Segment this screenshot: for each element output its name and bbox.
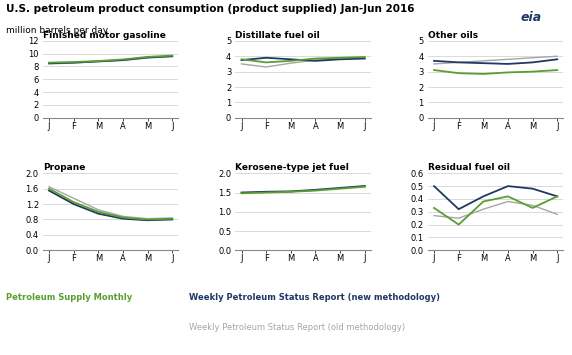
Text: Propane: Propane	[43, 164, 85, 173]
Text: million barrels per day: million barrels per day	[6, 26, 108, 34]
Text: Kerosene-type jet fuel: Kerosene-type jet fuel	[236, 164, 349, 173]
Text: eia: eia	[521, 11, 542, 24]
Text: Weekly Petroleum Status Report (new methodology): Weekly Petroleum Status Report (new meth…	[189, 293, 440, 302]
Text: Residual fuel oil: Residual fuel oil	[428, 164, 510, 173]
Text: Finished motor gasoline: Finished motor gasoline	[43, 31, 166, 40]
Text: U.S. petroleum product consumption (product supplied) Jan-Jun 2016: U.S. petroleum product consumption (prod…	[6, 4, 414, 13]
Text: Weekly Petroleum Status Report (old methodology): Weekly Petroleum Status Report (old meth…	[189, 323, 405, 332]
Text: Other oils: Other oils	[428, 31, 478, 40]
Text: Distillate fuel oil: Distillate fuel oil	[236, 31, 320, 40]
Text: Petroleum Supply Monthly: Petroleum Supply Monthly	[6, 293, 132, 302]
